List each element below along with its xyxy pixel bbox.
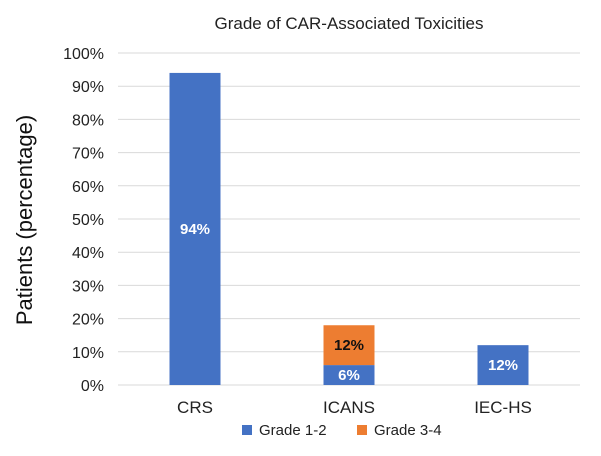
legend-label: Grade 3-4 <box>374 422 442 439</box>
x-tick-label: ICANS <box>323 398 375 417</box>
legend: Grade 1-2 Grade 3-4 <box>242 422 442 439</box>
y-tick-label: 30% <box>72 278 104 295</box>
y-tick-label: 0% <box>81 378 104 395</box>
bar-iec-hs-grade-1-2 <box>477 345 529 385</box>
bar-icans-grade-3-4 <box>323 325 375 366</box>
x-tick-label: CRS <box>177 398 213 417</box>
y-tick-label: 40% <box>72 245 104 262</box>
bar-icans-grade-1-2 <box>323 365 375 385</box>
chart-title: Grade of CAR-Associated Toxicities <box>215 14 484 33</box>
y-tick-label: 20% <box>72 312 104 329</box>
y-tick-label: 100% <box>63 46 104 63</box>
data-labels: 94% 6% 12% 12% <box>180 221 518 384</box>
y-tick-label: 80% <box>72 112 104 129</box>
y-axis-label: Patients (percentage) <box>12 115 37 325</box>
legend-swatch <box>242 425 252 435</box>
data-label: 12% <box>334 337 364 354</box>
y-tick-label: 60% <box>72 179 104 196</box>
data-label: 94% <box>180 221 210 238</box>
x-tick-label: IEC-HS <box>474 398 532 417</box>
data-label: 6% <box>338 367 360 384</box>
legend-label: Grade 1-2 <box>259 422 327 439</box>
y-tick-label: 90% <box>72 79 104 96</box>
y-tick-label: 70% <box>72 146 104 163</box>
legend-swatch <box>357 425 367 435</box>
y-tick-label: 50% <box>72 212 104 229</box>
y-axis-ticks: 0% 10% 20% 30% 40% 50% 60% 70% 80% 90% 100% <box>63 46 104 395</box>
y-tick-label: 10% <box>72 345 104 362</box>
x-axis-ticks: CRS ICANS IEC-HS <box>177 398 532 417</box>
data-label: 12% <box>488 357 518 374</box>
bar-crs-grade-1-2 <box>169 72 221 386</box>
bars <box>169 72 529 386</box>
